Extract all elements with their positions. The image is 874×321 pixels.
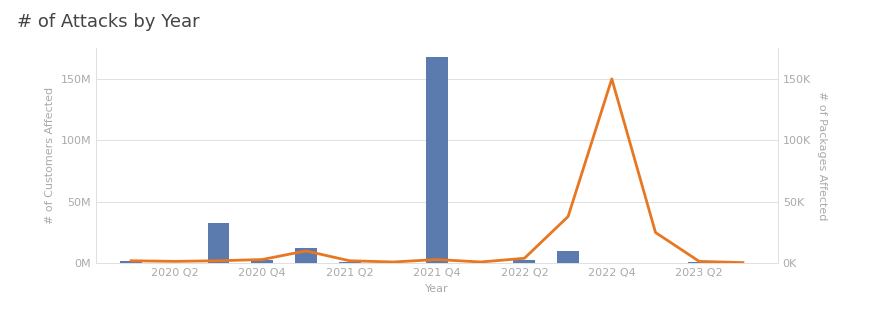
Y-axis label: # of Customers Affected: # of Customers Affected	[45, 87, 55, 224]
Bar	[208, 223, 229, 263]
Bar	[252, 260, 273, 263]
X-axis label: Year: Year	[425, 284, 449, 294]
Bar	[513, 260, 535, 263]
Text: # of Attacks by Year: # of Attacks by Year	[17, 13, 200, 31]
Bar	[295, 248, 316, 263]
Bar	[689, 262, 710, 263]
Bar	[338, 262, 360, 263]
Bar	[558, 251, 579, 263]
Bar	[120, 261, 142, 263]
Y-axis label: # of Packages Affected: # of Packages Affected	[816, 91, 827, 221]
Bar	[426, 57, 447, 263]
